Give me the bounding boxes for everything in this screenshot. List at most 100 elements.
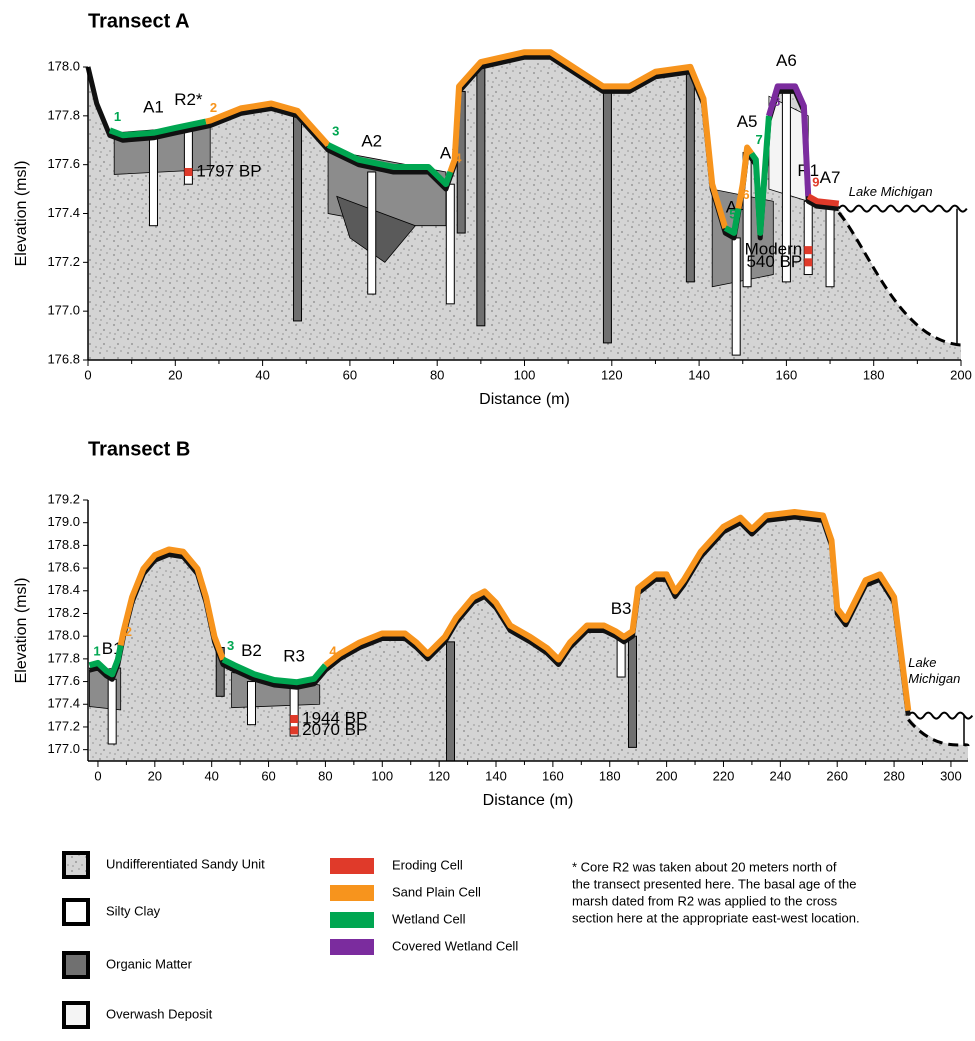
core [445,183,455,305]
date-sample [290,726,299,735]
x-tick-label: 60 [261,768,275,783]
legend-label: Organic Matter [106,956,193,971]
cell [723,207,742,236]
x-tick-label: 40 [255,367,269,382]
cell-label: 2 [125,624,132,639]
core [602,90,612,344]
cell [117,546,226,661]
core [476,66,486,327]
x-tick-label: 100 [371,768,393,783]
y-tick-label: 177.8 [47,107,80,122]
footnote: section here at the appropriate east-wes… [572,910,860,925]
x-tick-label: 260 [826,768,848,783]
y-tick-label: 178.8 [47,537,80,552]
y-tick-label: 178.6 [47,560,80,575]
x-tick-label: 140 [688,367,710,382]
legend-swatch [330,885,374,901]
x-tick-label: 20 [148,768,162,783]
date-sample [804,246,813,255]
water-line [837,204,968,213]
legend-swatch [62,1001,90,1029]
footnote: * Core R2 was taken about 20 meters nort… [572,859,837,874]
x-tick-label: 180 [863,367,885,382]
cell-label: 1 [93,644,100,659]
core-label: B2 [241,641,262,660]
cell-label: 4 [454,150,462,165]
y-tick-label: 178.4 [47,582,80,597]
legend-swatch [62,898,90,926]
cell-label: 2 [210,100,217,115]
cell [221,656,328,686]
cell [323,509,912,711]
x-tick-label: 40 [204,768,218,783]
y-tick-label: 177.2 [47,254,80,269]
y-axis-label: Elevation (msl) [13,161,30,267]
x-tick-label: 140 [485,768,507,783]
cell [326,142,454,188]
x-tick-label: 80 [430,367,444,382]
x-tick-label: 240 [769,768,791,783]
cell-label: 4 [329,644,337,659]
x-tick-label: 20 [168,367,182,382]
cell-label: 3 [332,123,339,138]
core-label: A1 [143,97,164,116]
lake-floor [907,718,970,748]
core-label: A6 [776,51,797,70]
y-tick-label: 177.6 [47,156,80,171]
lake-label: Lake Michigan [849,184,933,199]
core [246,681,256,726]
x-axis-label: Distance (m) [483,792,574,809]
lake-floor [837,211,962,347]
cell [749,115,772,236]
x-tick-label: 220 [713,768,735,783]
legend-swatch [330,912,374,928]
legend-swatch [330,939,374,955]
x-tick-label: 120 [428,768,450,783]
legend-label: Silty Clay [106,903,161,918]
chart-title: Transect A [88,10,190,32]
footnote: marsh dated from R2 was applied to the c… [572,893,838,908]
date-label: 1797 BP [196,161,261,180]
legend-label: Sand Plain Cell [392,884,481,899]
date-sample [804,258,813,267]
x-tick-label: 200 [950,367,972,382]
core [627,635,637,748]
cell [806,193,840,207]
date-sample [290,715,299,724]
x-tick-label: 280 [883,768,905,783]
cell-label: 3 [227,638,234,653]
legend-label: Eroding Cell [392,857,463,872]
core [616,639,626,678]
core [293,115,303,322]
cell-label: 8 [773,94,780,109]
y-tick-label: 177.0 [47,303,80,318]
y-axis-label: Elevation (msl) [13,578,30,684]
chart-title: Transect B [88,438,190,460]
core [825,208,835,288]
core [367,171,377,295]
legend-label: Overwash Deposit [106,1006,213,1021]
y-tick-label: 177.4 [47,696,80,711]
y-tick-label: 177.0 [47,741,80,756]
core-label: A7 [820,168,841,187]
cell-label: 7 [755,132,762,147]
cell-label: 1 [114,109,121,124]
cell-label: 5 [729,206,736,221]
legend-swatch [330,858,374,874]
x-tick-label: 200 [656,768,678,783]
x-tick-label: 0 [94,768,101,783]
cell-label: 9 [812,175,819,190]
y-tick-label: 178.2 [47,605,80,620]
footnote: the transect presented here. The basal a… [572,876,857,891]
x-tick-label: 160 [542,768,564,783]
core-label: R3 [283,647,305,666]
core-label: R2* [174,90,203,109]
y-tick-label: 177.8 [47,650,80,665]
cell [766,83,812,197]
core [685,71,695,283]
y-tick-label: 177.4 [47,205,80,220]
y-tick-label: 177.2 [47,718,80,733]
y-tick-label: 179.2 [47,491,80,506]
